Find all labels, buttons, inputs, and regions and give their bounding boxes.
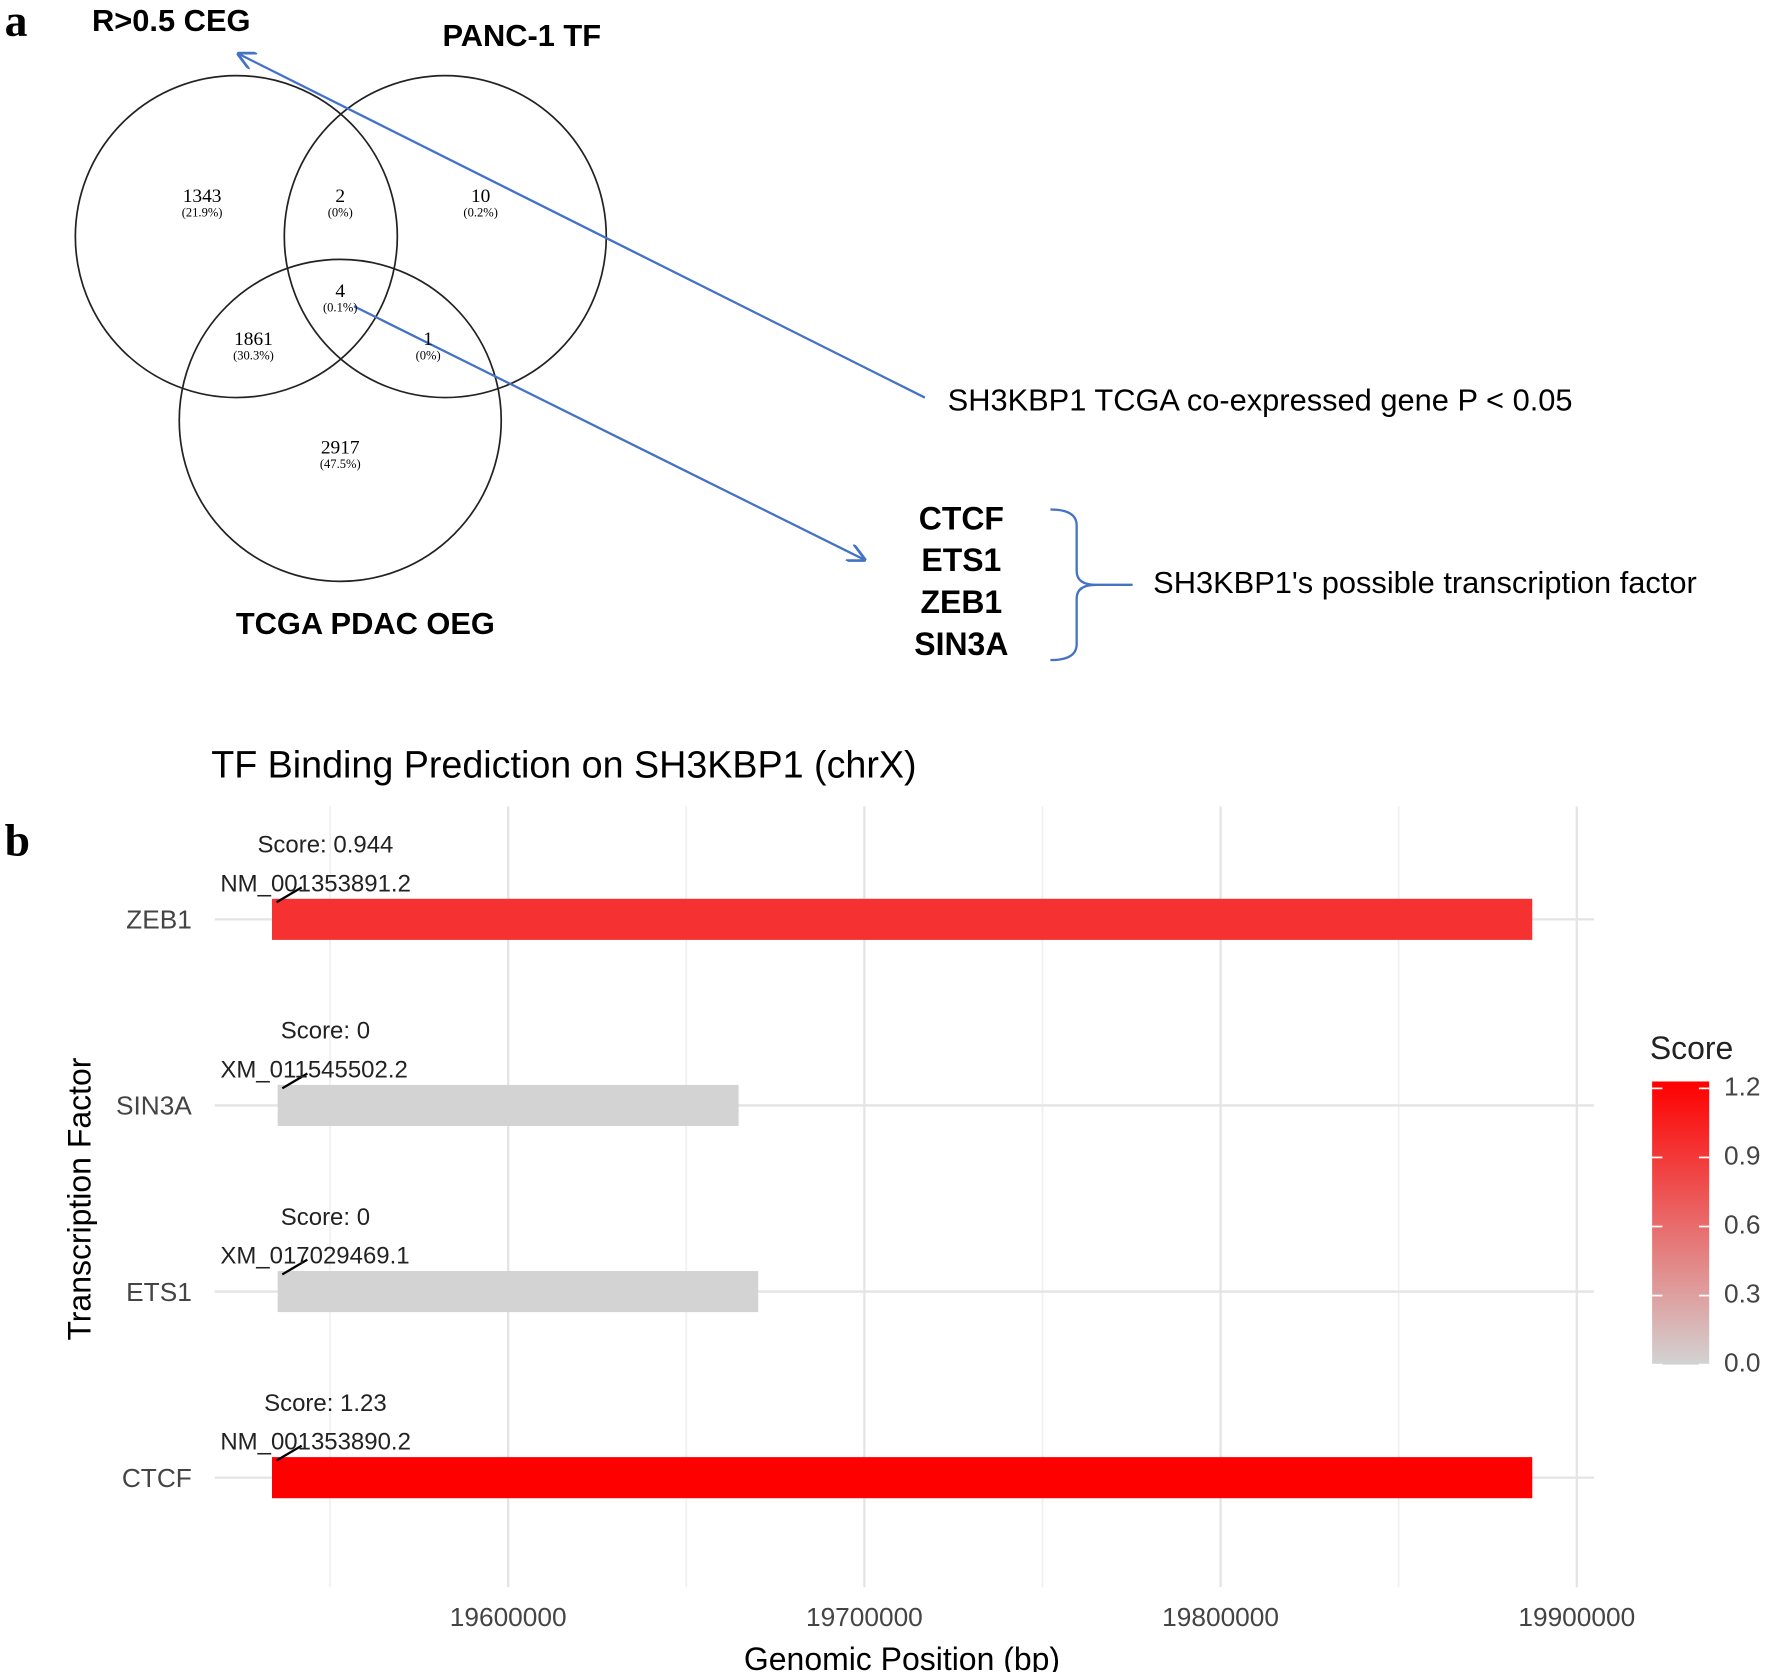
annotation: SH3KBP1's possible transcription factor bbox=[1153, 565, 1697, 600]
region-count: 10 bbox=[471, 186, 490, 207]
colorbar-tick-label: 1.2 bbox=[1724, 1071, 1761, 1101]
colorbar-tick-label: 0.0 bbox=[1724, 1348, 1761, 1378]
score-label: Score: 0 bbox=[281, 1018, 370, 1045]
colorbar-tick-label: 0.6 bbox=[1724, 1209, 1761, 1239]
region-percent: (47.5%) bbox=[320, 457, 361, 471]
y-tick-label: ZEB1 bbox=[126, 905, 192, 935]
score-label: Score: 0.944 bbox=[257, 832, 393, 859]
transcript-label: NM_001353891.2 bbox=[220, 870, 411, 897]
arrow bbox=[353, 305, 864, 559]
region-count: 2 bbox=[335, 186, 345, 207]
y-tick-label: CTCF bbox=[122, 1463, 192, 1493]
bar bbox=[277, 1084, 739, 1127]
venn-circles bbox=[74, 74, 608, 583]
region-count: 4 bbox=[335, 281, 345, 302]
set-label: PANC-1 TF bbox=[442, 18, 601, 53]
tf-name: ETS1 bbox=[921, 542, 1001, 578]
x-tick-label: 19600000 bbox=[450, 1602, 567, 1632]
region-percent: (0%) bbox=[416, 348, 441, 362]
y-tick-label: ETS1 bbox=[126, 1277, 192, 1307]
score-label: Score: 1.23 bbox=[264, 1390, 387, 1417]
x-axis-label: Genomic Position (bp) bbox=[744, 1641, 1060, 1672]
y-axis-label: Transcription Factor bbox=[62, 1057, 98, 1340]
venn-circle bbox=[283, 74, 608, 399]
region-percent: (0%) bbox=[328, 206, 353, 220]
region-percent: (0.1%) bbox=[323, 300, 358, 314]
colorbar bbox=[1652, 1081, 1710, 1365]
bar bbox=[271, 1457, 1533, 1499]
region-percent: (21.9%) bbox=[182, 206, 223, 220]
venn-circle bbox=[74, 74, 399, 399]
legend-title: Score bbox=[1650, 1030, 1733, 1066]
x-tick-label: 19700000 bbox=[806, 1602, 923, 1632]
set-label: R>0.5 CEG bbox=[92, 3, 250, 38]
y-tick-label: SIN3A bbox=[116, 1091, 192, 1121]
region-count: 1861 bbox=[234, 329, 273, 350]
region-count: 2917 bbox=[321, 437, 360, 458]
bar bbox=[271, 898, 1533, 940]
arrow bbox=[239, 54, 926, 399]
pointer bbox=[281, 1258, 308, 1276]
chart-title: TF Binding Prediction on SH3KBP1 (chrX) bbox=[211, 743, 916, 785]
tf-name: ZEB1 bbox=[921, 584, 1003, 620]
pointer bbox=[281, 1072, 308, 1090]
venn-circle bbox=[178, 258, 503, 583]
set-label: TCGA PDAC OEG bbox=[236, 606, 495, 641]
region-count: 1 bbox=[423, 329, 433, 350]
region-count: 1343 bbox=[183, 186, 222, 207]
colorbar-tick-label: 0.3 bbox=[1724, 1279, 1761, 1309]
pointer bbox=[275, 886, 303, 904]
score-label: Score: 0 bbox=[281, 1204, 370, 1231]
pointer bbox=[275, 1444, 303, 1462]
tf-name: SIN3A bbox=[914, 626, 1008, 662]
transcript-label: NM_001353890.2 bbox=[220, 1429, 411, 1456]
transcript-label: XM_017029469.1 bbox=[220, 1243, 409, 1270]
x-tick-label: 19800000 bbox=[1162, 1602, 1279, 1632]
x-tick-label: 19900000 bbox=[1518, 1602, 1635, 1632]
brace bbox=[1050, 508, 1133, 662]
tf-name: CTCF bbox=[919, 500, 1004, 536]
annotation: SH3KBP1 TCGA co-expressed gene P < 0.05 bbox=[948, 382, 1573, 417]
region-percent: (30.3%) bbox=[233, 348, 274, 362]
transcript-label: XM_011545502.2 bbox=[220, 1057, 407, 1084]
panel-label: b bbox=[5, 815, 30, 866]
bar bbox=[277, 1271, 759, 1313]
region-percent: (0.2%) bbox=[463, 206, 498, 220]
panel-label: a bbox=[5, 0, 28, 46]
colorbar-tick-label: 0.9 bbox=[1724, 1140, 1761, 1170]
